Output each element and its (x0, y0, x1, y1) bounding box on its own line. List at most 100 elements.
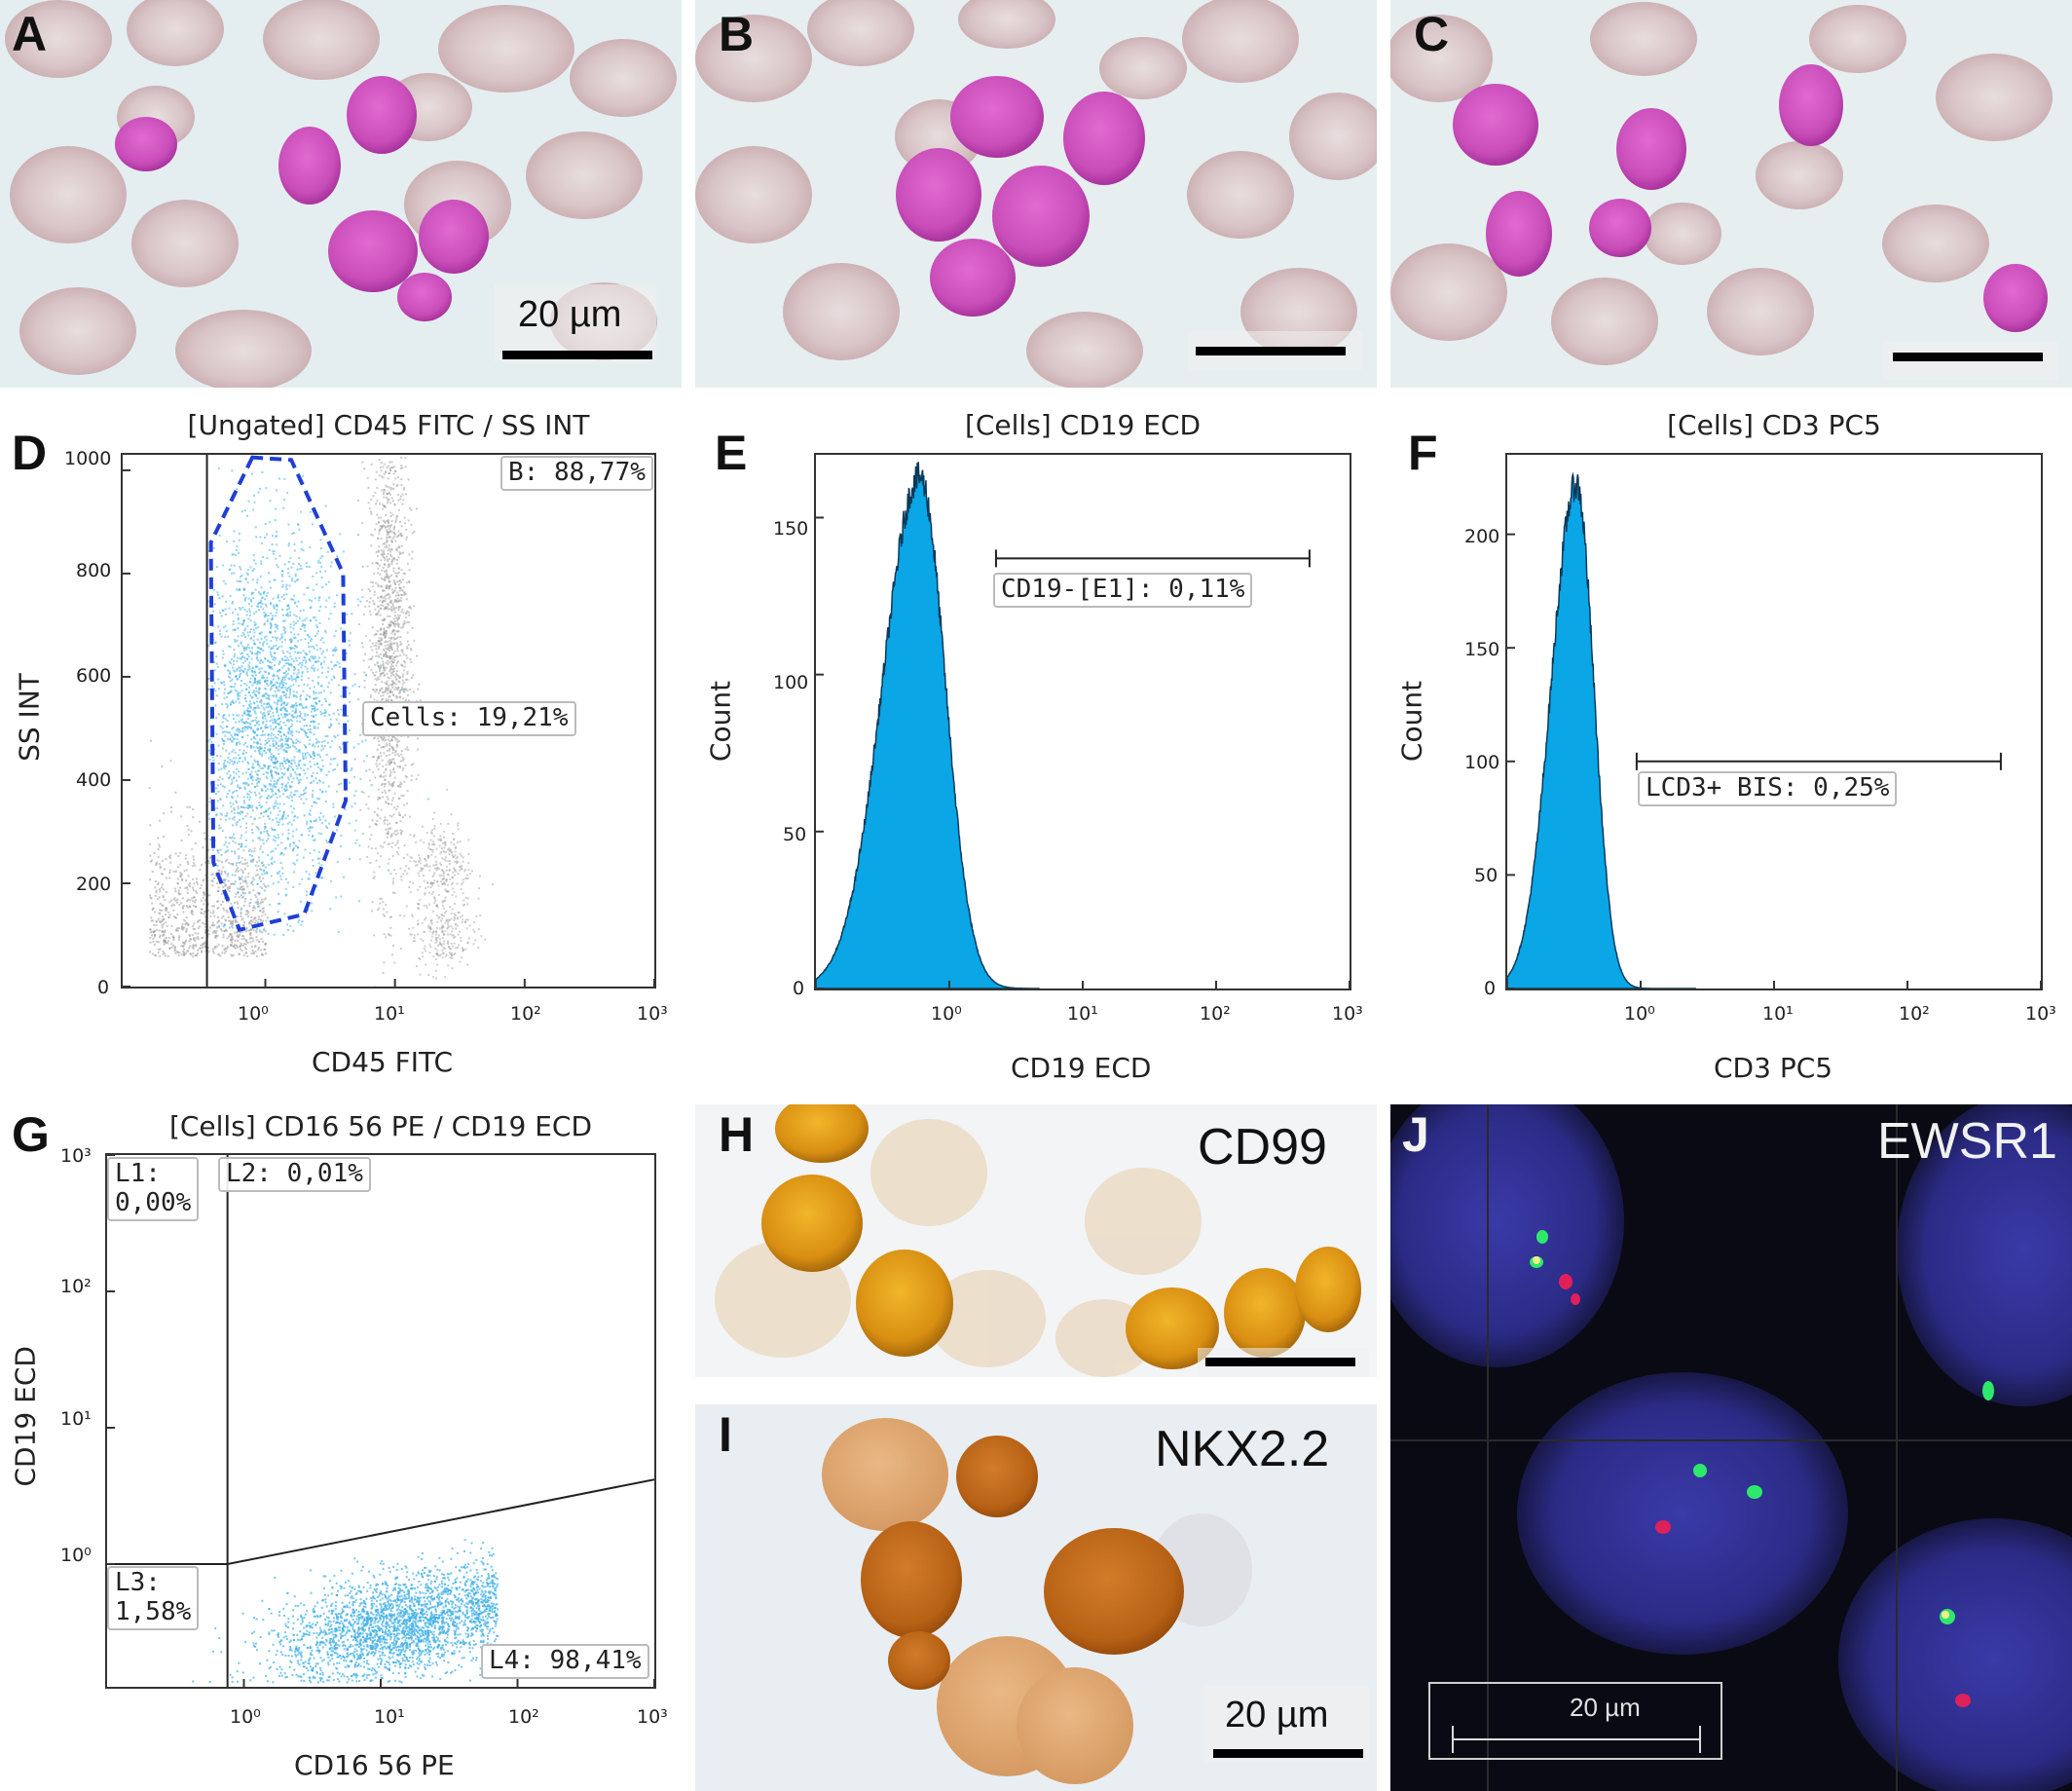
dot (159, 948, 162, 951)
dot (194, 953, 197, 956)
dot (265, 885, 268, 888)
dot (327, 617, 330, 620)
dot (299, 759, 302, 762)
dot (328, 596, 331, 599)
dot (314, 616, 316, 618)
dot (243, 609, 246, 612)
dot (426, 885, 429, 888)
dot (400, 831, 403, 834)
dot (405, 528, 408, 531)
dot (382, 589, 385, 592)
dot (396, 624, 399, 627)
dot (254, 951, 257, 953)
dot (403, 619, 406, 622)
dot (392, 768, 395, 771)
dot (434, 977, 437, 980)
dot (192, 905, 195, 908)
dot (379, 503, 382, 505)
dot (431, 848, 434, 851)
dot (306, 751, 309, 754)
dot (423, 904, 426, 907)
dot (259, 778, 262, 781)
dot (270, 728, 273, 730)
dot (396, 753, 399, 756)
dot (240, 876, 243, 878)
dot (187, 828, 190, 831)
dot (166, 942, 169, 945)
dot (246, 803, 249, 806)
dot (393, 776, 396, 779)
dot (271, 776, 274, 779)
dot (228, 862, 231, 865)
dot (241, 811, 244, 814)
dot (431, 876, 434, 878)
dot (418, 854, 421, 857)
dot (391, 591, 394, 594)
dot (213, 914, 216, 917)
dot (434, 899, 437, 902)
dot (396, 636, 399, 639)
dot (181, 925, 184, 928)
dot (370, 910, 373, 913)
dot (306, 820, 309, 823)
dot (247, 849, 250, 852)
dot (259, 658, 262, 661)
dot (466, 897, 469, 900)
micrograph-c-image (1390, 0, 2072, 388)
dot (260, 831, 263, 834)
dot (454, 850, 457, 853)
dot (249, 714, 252, 717)
dot (208, 857, 211, 860)
dot (183, 870, 186, 873)
dot (238, 754, 240, 757)
dot (289, 773, 292, 776)
dot (442, 925, 445, 928)
dot (225, 850, 228, 853)
dot (293, 756, 296, 759)
dot (296, 720, 299, 723)
dot (248, 714, 251, 717)
dot (388, 615, 391, 617)
dot (208, 758, 211, 761)
dot (278, 727, 281, 729)
dot (289, 691, 292, 694)
dot (149, 854, 152, 857)
dot (181, 897, 184, 900)
dot (198, 820, 201, 823)
dot (441, 926, 444, 929)
dot (435, 869, 438, 872)
dot (388, 744, 391, 747)
dot (173, 946, 176, 949)
dot (430, 920, 433, 923)
dot (372, 599, 375, 602)
dot (248, 700, 251, 703)
dot (149, 878, 152, 881)
dot (450, 813, 453, 816)
dot (379, 607, 382, 610)
dot (404, 764, 407, 766)
dot (284, 743, 287, 746)
dot (368, 779, 371, 782)
dot (225, 630, 228, 633)
dot (377, 799, 380, 802)
dot (236, 690, 239, 692)
dot (431, 881, 434, 884)
dot (280, 633, 283, 636)
dot (239, 742, 241, 745)
dot (203, 913, 205, 915)
dot (227, 873, 230, 876)
dot (282, 701, 285, 704)
dot (207, 645, 210, 648)
dot (385, 828, 388, 831)
dot (280, 697, 283, 700)
dot (388, 685, 390, 688)
dot (297, 685, 300, 688)
dot (259, 700, 262, 703)
dot (316, 708, 319, 711)
dot (240, 721, 243, 724)
dot (248, 608, 251, 611)
dot (247, 690, 250, 693)
dot (172, 870, 175, 873)
dot (408, 620, 411, 623)
dot (381, 681, 384, 684)
